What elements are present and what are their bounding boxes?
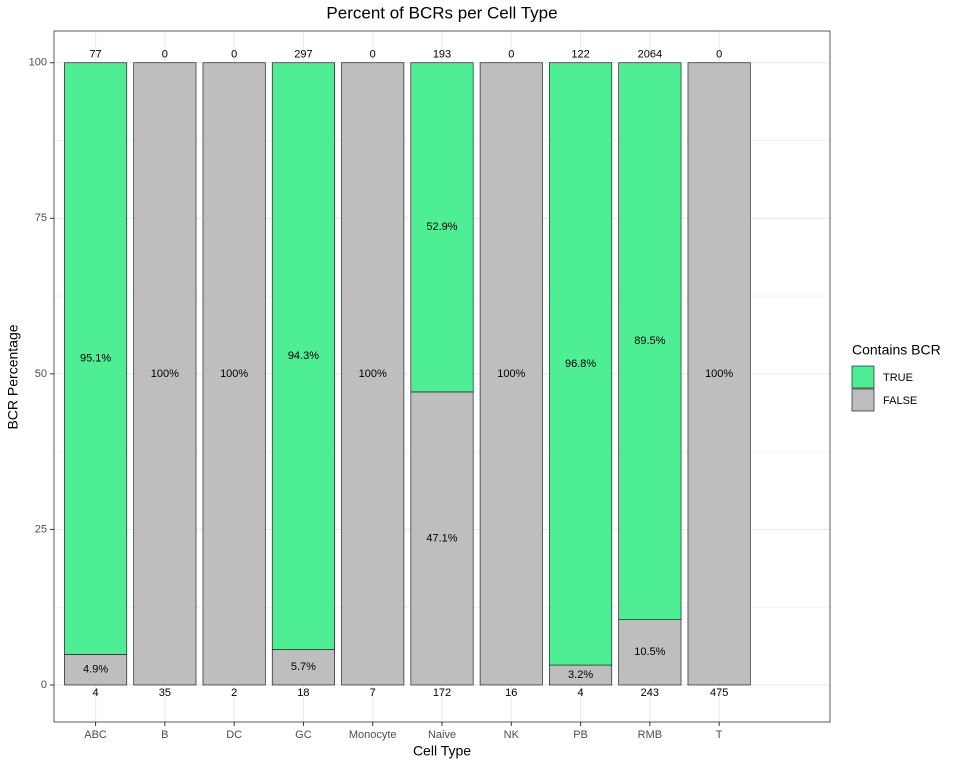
bar-segment [64, 62, 128, 655]
legend-key [851, 365, 875, 389]
value-label: 5.7% [291, 661, 316, 673]
count-label: 35 [159, 687, 171, 699]
count-label: 475 [710, 687, 728, 699]
value-label: 89.5% [634, 335, 665, 347]
x-axis-title: Cell Type [413, 743, 471, 759]
value-label: 47.1% [426, 532, 457, 544]
value-label: 96.8% [565, 358, 596, 370]
bar-segment [202, 62, 266, 686]
chart-title: Percent of BCRs per Cell Type [326, 3, 557, 22]
x-tick-label: PB [573, 729, 588, 741]
bar-segment [479, 62, 543, 686]
x-tick-label: GC [295, 729, 312, 741]
count-label: 4 [93, 687, 99, 699]
count-label: 122 [571, 49, 589, 61]
count-label: 4 [578, 687, 584, 699]
x-tick-label: Monocyte [349, 729, 397, 741]
value-label: 100% [220, 368, 248, 380]
bar-segment [271, 62, 335, 650]
count-label: 18 [297, 687, 309, 699]
value-label: 100% [359, 368, 387, 380]
count-label: 0 [370, 49, 376, 61]
y-tick-label: 100 [29, 57, 47, 69]
legend-label: FALSE [883, 395, 917, 407]
count-label: 0 [508, 49, 514, 61]
count-label: 193 [433, 49, 451, 61]
value-label: 3.2% [568, 669, 593, 681]
x-tick-label: RMB [638, 729, 662, 741]
x-tick-label: Naive [428, 729, 456, 741]
count-label: 7 [370, 687, 376, 699]
count-label: 0 [162, 49, 168, 61]
y-axis-title: BCR Percentage [5, 324, 21, 429]
x-tick-label: DC [226, 729, 242, 741]
bar-segment [618, 619, 682, 686]
bar-segment [618, 62, 682, 620]
x-tick-label: B [161, 729, 168, 741]
bar-segment [410, 62, 474, 393]
count-label: 0 [231, 49, 237, 61]
count-label: 16 [505, 687, 517, 699]
x-tick-label: T [716, 729, 723, 741]
legend-title: Contains BCR [852, 342, 941, 358]
count-label: 77 [89, 49, 101, 61]
count-label: 2 [231, 687, 237, 699]
count-label: 172 [433, 687, 451, 699]
y-tick-label: 0 [41, 679, 47, 691]
value-label: 94.3% [288, 350, 319, 362]
y-tick-label: 25 [35, 523, 47, 535]
value-label: 100% [705, 368, 733, 380]
value-label: 100% [151, 368, 179, 380]
value-label: 10.5% [634, 646, 665, 658]
count-label: 0 [716, 49, 722, 61]
bar-segment [341, 62, 405, 686]
legend-key [851, 388, 875, 412]
value-label: 4.9% [83, 664, 108, 676]
bar-segment [549, 62, 613, 666]
value-label: 95.1% [80, 353, 111, 365]
y-tick-label: 50 [35, 368, 47, 380]
count-label: 243 [641, 687, 659, 699]
x-tick-label: ABC [84, 729, 107, 741]
bar-segment [271, 649, 335, 686]
legend-label: TRUE [883, 372, 913, 384]
count-label: 2064 [638, 49, 662, 61]
value-label: 52.9% [426, 221, 457, 233]
y-tick-label: 75 [35, 212, 47, 224]
value-label: 100% [497, 368, 525, 380]
x-tick-label: NK [504, 729, 520, 741]
bar-segment [687, 62, 751, 686]
count-label: 297 [294, 49, 312, 61]
bar-segment [133, 62, 197, 686]
panel-border [53, 30, 831, 723]
bar-segment [410, 391, 474, 686]
